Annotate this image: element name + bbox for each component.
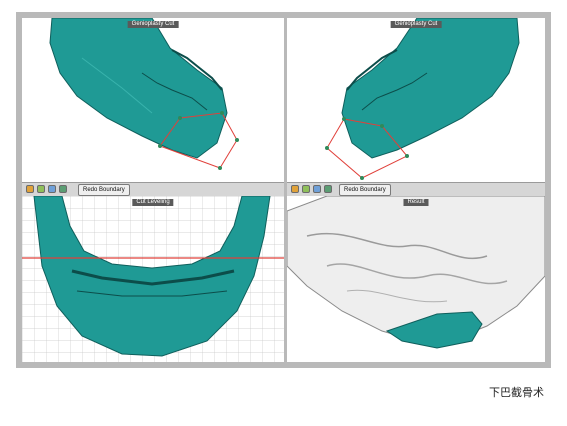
- zoom-out-icon[interactable]: [313, 185, 321, 193]
- viewport-title: Genioplasty Cut: [390, 21, 442, 28]
- cut-boundary[interactable]: [325, 117, 409, 180]
- figure-caption: 下巴截骨术: [489, 386, 544, 399]
- fit-icon[interactable]: [59, 185, 67, 193]
- cut-leveling-view: [22, 196, 284, 362]
- viewport-top-right[interactable]: Genioplasty Cut: [287, 18, 545, 182]
- mandible-model-left-view: [49, 18, 239, 170]
- chin-segment: [385, 311, 483, 349]
- cut-boundary[interactable]: [158, 111, 239, 170]
- rotate-icon[interactable]: [26, 185, 34, 193]
- skull-model: [287, 196, 545, 342]
- zoom-out-icon[interactable]: [48, 185, 56, 193]
- viewport-bottom-left[interactable]: Cut Leveling: [22, 196, 284, 362]
- zoom-in-icon[interactable]: [37, 185, 45, 193]
- redo-boundary-button[interactable]: Redo Boundary: [339, 184, 391, 196]
- redo-boundary-button[interactable]: Redo Boundary: [78, 184, 130, 196]
- mandible-model-right-view: [325, 18, 520, 180]
- viewport-title: Cut Leveling: [132, 199, 174, 206]
- zoom-in-icon[interactable]: [302, 185, 310, 193]
- result-view: [287, 196, 545, 349]
- viewport-title: Genioplasty Cut: [127, 21, 179, 28]
- viewport-bottom-right[interactable]: Result: [287, 196, 545, 362]
- fit-icon[interactable]: [324, 185, 332, 193]
- viewport-top-left[interactable]: Genioplasty Cut: [22, 18, 284, 182]
- viewport-title: Result: [403, 199, 429, 206]
- mandible-front-view: [33, 196, 271, 357]
- viewport-toolbar-right: Redo Boundary: [287, 182, 545, 197]
- rotate-icon[interactable]: [291, 185, 299, 193]
- viewport-toolbar-left: Redo Boundary: [22, 182, 284, 197]
